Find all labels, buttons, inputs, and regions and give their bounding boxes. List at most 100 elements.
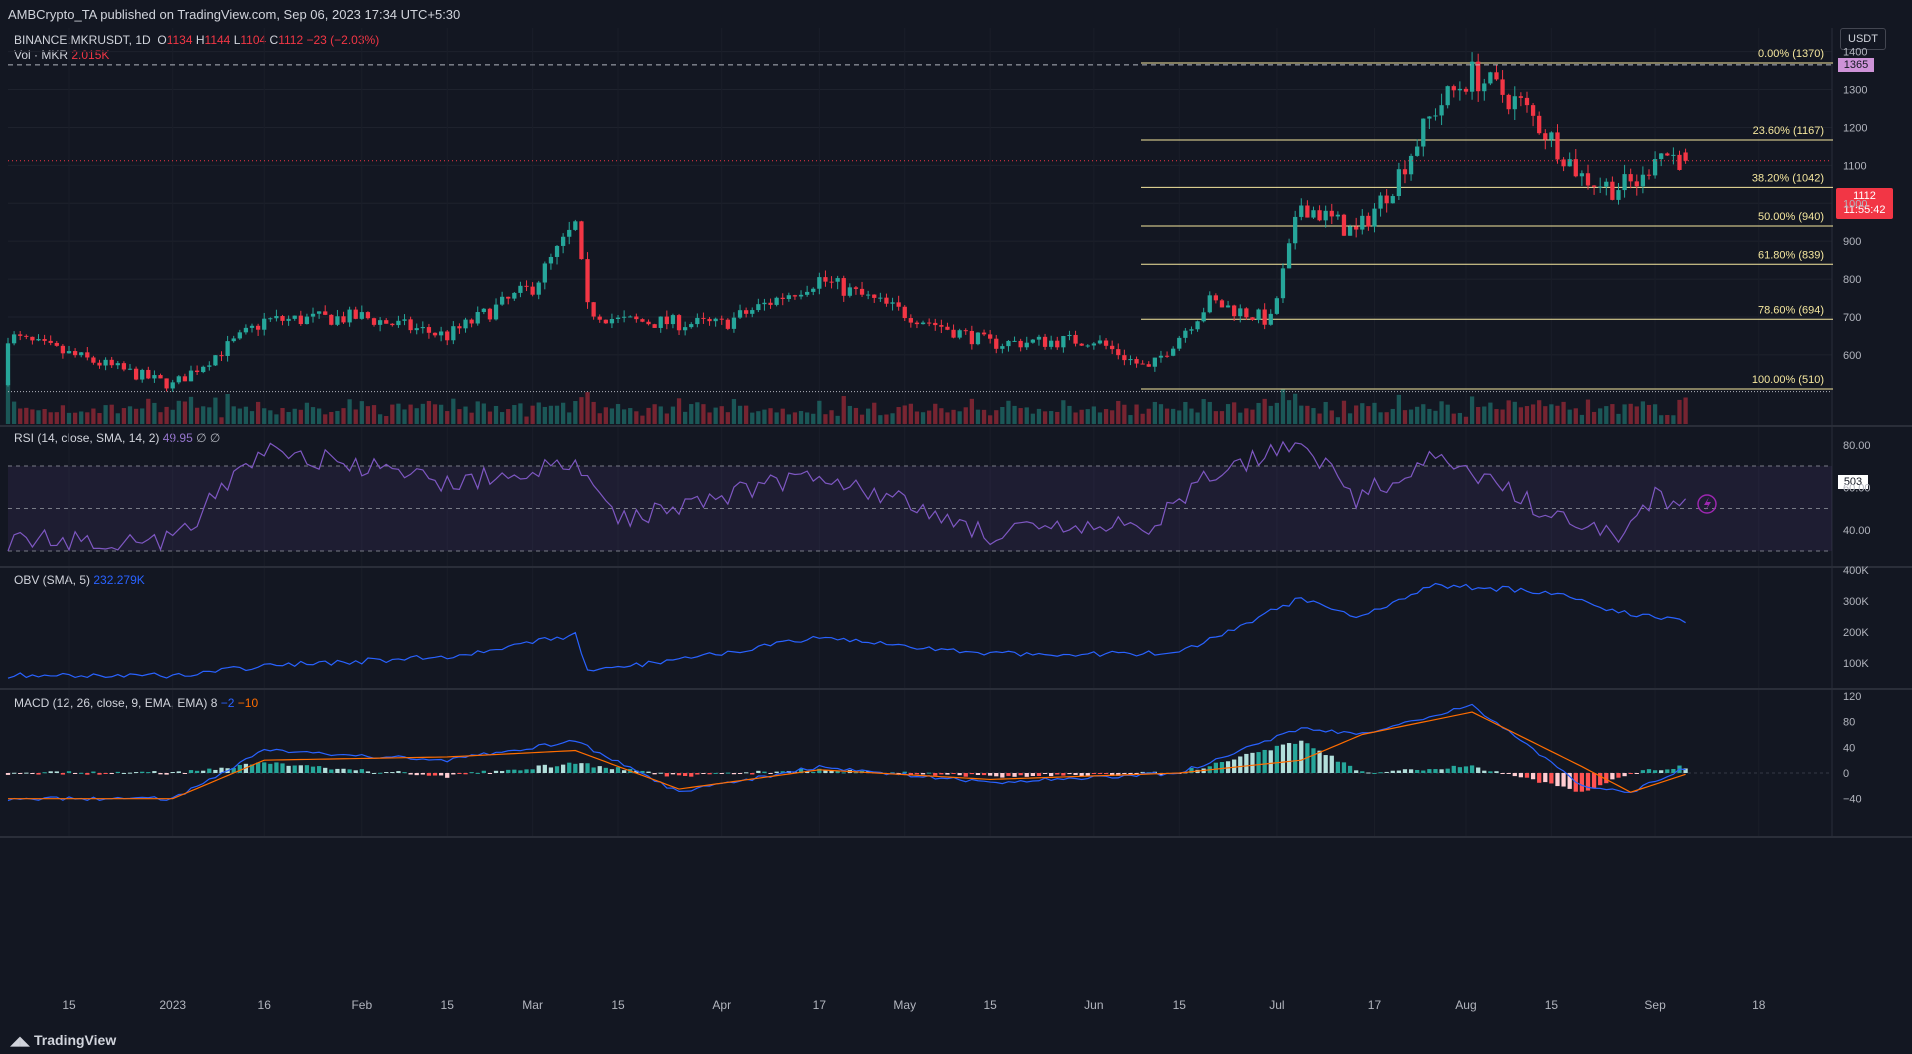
volume-bars — [5, 379, 1688, 424]
volume-bar — [1110, 410, 1115, 424]
macd-histogram-bar — [1268, 750, 1273, 773]
tradingview-logo[interactable]: ◢◣ TradingView — [10, 1032, 117, 1048]
macd-histogram-bar — [780, 771, 785, 773]
volume-bar — [335, 410, 340, 424]
macd-histogram-bar — [1506, 773, 1511, 774]
macd-histogram-bar — [1671, 768, 1676, 773]
volume-bar — [628, 408, 633, 424]
volume-bar — [786, 414, 791, 424]
macd-histogram-bar — [371, 772, 377, 774]
candle-body — [896, 302, 901, 307]
time-axis[interactable]: 15 2023 16 Feb 15 Mar 15 Apr 17 May 15 Jun 15 Jul 17 Au… — [62, 998, 1765, 1012]
volume-bar — [957, 411, 962, 424]
candle-body — [493, 304, 499, 320]
obv-tick-label: 300K — [1843, 596, 1869, 608]
macd-histogram-bar — [353, 770, 358, 773]
candle-body — [939, 325, 944, 327]
macd-histogram-bar — [213, 769, 218, 773]
volume-bar — [1329, 410, 1334, 424]
macd-histogram-bar — [1488, 771, 1493, 773]
macd-histogram-bar — [365, 771, 371, 773]
volume-bar — [1201, 399, 1206, 424]
volume-bar — [1421, 404, 1426, 424]
volume-bar — [481, 403, 486, 424]
macd-histogram-bar — [103, 773, 108, 774]
volume-bar — [1677, 399, 1682, 424]
candle-body — [1250, 317, 1255, 320]
volume-bar — [146, 398, 151, 424]
volume-bar — [255, 401, 261, 424]
candle-body — [231, 338, 236, 342]
candle-body — [152, 375, 157, 379]
macd-histogram-bar — [329, 769, 334, 773]
volume-bar — [792, 412, 798, 424]
candle-body — [927, 322, 932, 324]
macd-histogram-bar — [713, 772, 718, 774]
volume-bar — [689, 404, 694, 424]
volume-bar — [268, 410, 273, 424]
candle-body — [1268, 313, 1273, 325]
rsi-tick-label: 80.00 — [1843, 440, 1871, 452]
candle-body — [1036, 336, 1042, 340]
candle-body — [933, 322, 938, 326]
volume-bar — [42, 409, 47, 424]
candle-body — [1390, 196, 1395, 204]
macd-histogram-bar — [1512, 773, 1517, 777]
macd-histogram-bar — [274, 762, 279, 773]
candle-body — [1677, 154, 1682, 170]
volume-bar — [817, 400, 822, 424]
symbol-legend[interactable]: BINANCE:MKRUSDT, 1D O1134 H1144 L1104 C1… — [14, 33, 380, 47]
macd-tick-label: 120 — [1843, 691, 1861, 703]
candle-body — [1665, 153, 1670, 156]
macd-legend[interactable]: MACD (12, 26, close, 9, EMA, EMA) 8 −2 −… — [14, 696, 259, 710]
time-tick-label: Aug — [1455, 998, 1476, 1012]
candle-body — [920, 322, 926, 325]
volume-bar — [835, 415, 840, 424]
candle-body — [42, 339, 47, 341]
volume-bar — [499, 412, 505, 424]
candle-body — [1030, 339, 1035, 343]
volume-bar — [853, 407, 859, 424]
candle-body — [268, 318, 273, 320]
macd-histogram-bar — [1640, 770, 1646, 773]
candle-body — [1329, 210, 1334, 217]
chart-canvas[interactable]: 0.00% (1370) 23.60% (1167) 38.20% (1042) 50… — [0, 0, 1912, 1024]
currency-button[interactable]: USDT — [1840, 28, 1886, 50]
macd-histogram-bar — [573, 763, 578, 773]
volume-bar — [939, 408, 944, 424]
macd-histogram-bar — [194, 770, 200, 773]
macd-histogram-bar — [158, 773, 163, 775]
macd-histogram-bar — [579, 763, 584, 773]
volume-bar — [1085, 409, 1090, 424]
volume-bar — [36, 410, 41, 424]
candle-body — [1134, 359, 1139, 364]
candle-body — [237, 332, 242, 339]
signal-line — [8, 711, 1686, 800]
candle-body — [768, 302, 773, 305]
rsi-legend[interactable]: RSI (14, close, SMA, 14, 2) 49.95 ∅ ∅ — [14, 431, 221, 445]
candle-body — [1579, 173, 1585, 177]
candle-body — [884, 297, 889, 304]
macd-histogram-bar — [560, 764, 566, 773]
macd-histogram-bar — [219, 767, 224, 773]
volume-bar — [1049, 411, 1054, 424]
candle-body — [1341, 214, 1347, 236]
candle-body — [1067, 334, 1072, 337]
macd-histogram-bar — [597, 766, 602, 773]
volume-bar — [48, 412, 53, 424]
volume-bar — [890, 413, 895, 424]
candle-body — [530, 286, 535, 295]
candle-body — [817, 277, 822, 289]
candle-body — [908, 318, 913, 323]
candle-body — [969, 330, 974, 345]
macd-histogram-bar — [280, 763, 285, 773]
volume-bar — [1262, 398, 1267, 424]
candle-body — [1372, 208, 1377, 227]
candle-body — [1305, 205, 1310, 218]
obv-legend[interactable]: OBV (SMA, 5) 232.279K — [14, 573, 145, 587]
price-axis[interactable]: 1400130012001100100090080070060080.0060.… — [1843, 47, 1871, 806]
alert-icon[interactable] — [1697, 494, 1717, 514]
volume-bar — [1646, 404, 1652, 424]
fibonacci-retracement[interactable]: 0.00% (1370) 23.60% (1167) 38.20% (1042) 50… — [1141, 48, 1833, 390]
high-value: 1144 — [204, 33, 231, 47]
